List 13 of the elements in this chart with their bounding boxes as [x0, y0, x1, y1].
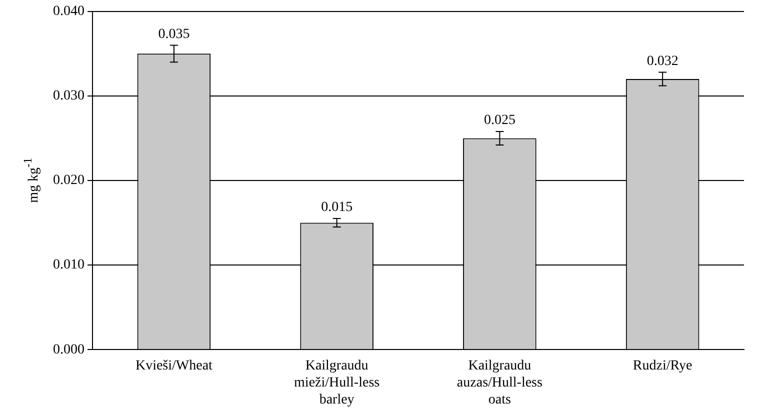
- x-tick-label: Rudzi/Rye: [632, 358, 692, 374]
- y-tick-label: 0.000: [53, 342, 84, 358]
- y-tick-label: 0.020: [53, 173, 84, 188]
- data-label: 0.015: [321, 200, 353, 216]
- y-tick-label: 0.040: [53, 4, 84, 20]
- x-tick-label: Kailgraudu mieži/Hull-less barley: [294, 358, 380, 408]
- y-tick-label: 0.010: [53, 258, 84, 273]
- data-label: 0.035: [158, 26, 190, 42]
- data-label: 0.025: [484, 113, 516, 128]
- data-label: 0.032: [646, 54, 678, 69]
- y-tick-label: 0.030: [53, 88, 84, 104]
- x-tick-label: Kailgraudu auzas/Hull-less oats: [456, 358, 542, 408]
- x-tick-label: Kvieši/Wheat: [135, 358, 213, 374]
